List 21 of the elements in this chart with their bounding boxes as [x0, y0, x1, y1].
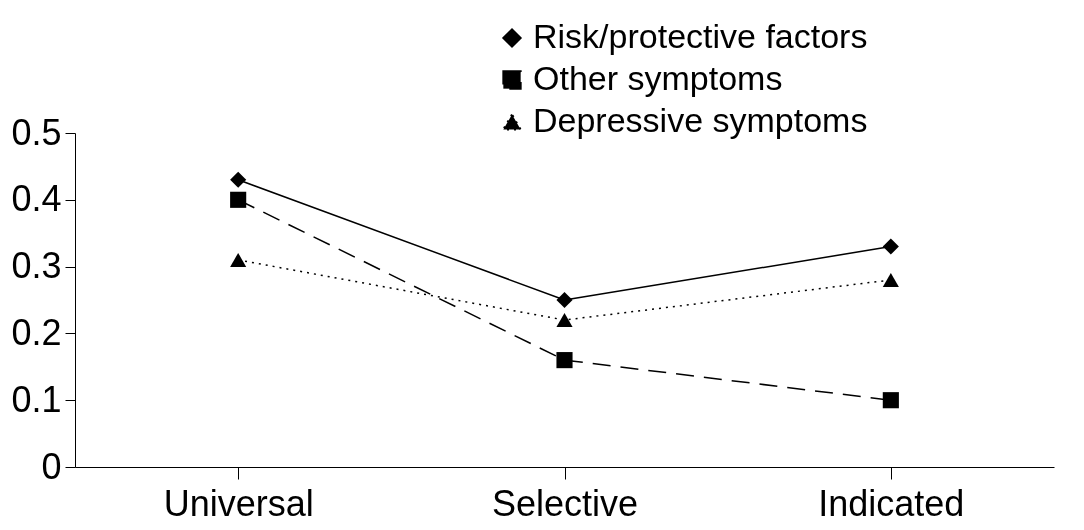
point — [230, 191, 247, 208]
x-tick-label: Indicated — [818, 482, 965, 524]
legend-label: Risk/protective factors — [533, 17, 868, 55]
y-tick-label: 0.2 — [11, 311, 62, 353]
point — [230, 252, 247, 267]
y-tick-label: 0.3 — [11, 245, 62, 287]
point — [230, 171, 247, 188]
legend-label: Depressive symptoms — [533, 101, 868, 139]
legend-label: Other symptoms — [533, 59, 783, 97]
y-tick-label: 0.5 — [11, 111, 62, 153]
y-tick-label: 0.1 — [11, 378, 62, 420]
point — [556, 352, 573, 369]
x-tick-label: Universal — [163, 482, 314, 524]
x-tick-label: Selective — [491, 482, 639, 524]
y-tick-label: 0.4 — [11, 178, 62, 220]
point — [882, 238, 899, 255]
point — [882, 272, 899, 287]
point — [556, 313, 573, 328]
y-tick-label: 0 — [41, 445, 62, 487]
point — [556, 291, 573, 309]
point — [882, 392, 899, 409]
